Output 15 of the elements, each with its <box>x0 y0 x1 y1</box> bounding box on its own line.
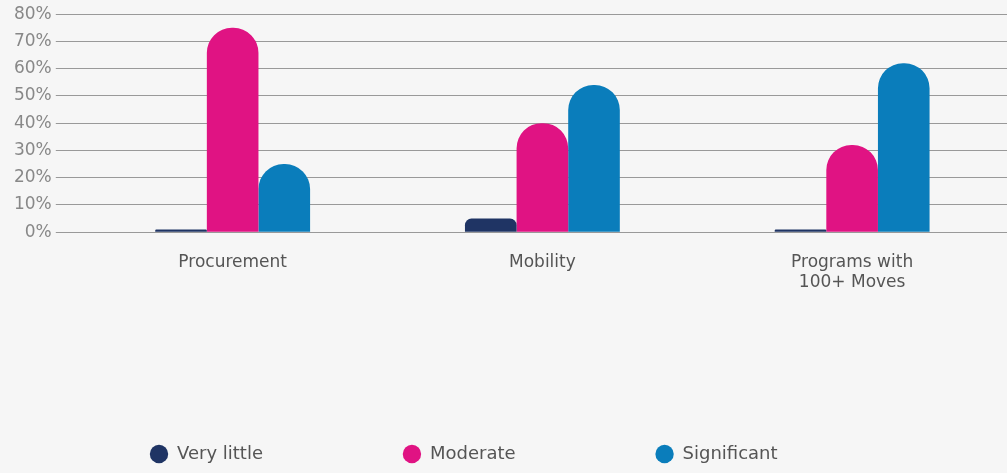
legend-label: Moderate <box>429 441 516 463</box>
x-tick-label: Programs with 100+ Moves <box>791 250 914 292</box>
y-tick-label: 20% <box>13 166 52 187</box>
y-tick-label: 50% <box>13 84 52 105</box>
legend-label: Significant <box>682 441 778 463</box>
y-tick-label: 80% <box>13 2 52 23</box>
x-tick-label: Procurement <box>178 250 288 271</box>
y-tick-label: 0% <box>24 220 52 241</box>
legend-label: Very little <box>177 441 263 463</box>
x-tick-label: Mobility <box>509 250 576 271</box>
y-tick-label: 60% <box>13 57 52 78</box>
y-tick-label: 10% <box>13 193 52 214</box>
y-tick-label: 40% <box>13 111 52 132</box>
y-tick-label: 70% <box>13 29 52 50</box>
y-tick-label: 30% <box>13 138 52 159</box>
